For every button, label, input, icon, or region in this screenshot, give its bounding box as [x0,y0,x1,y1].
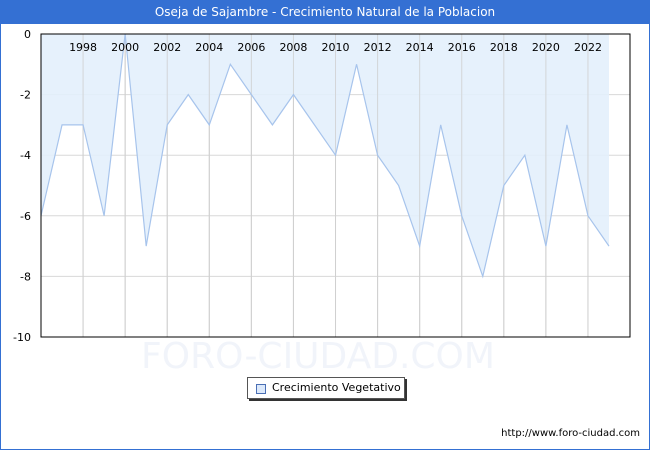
y-tick-label: -6 [20,210,31,223]
y-tick-label: 0 [24,28,31,41]
x-tick-label: 2018 [490,41,518,54]
x-tick-label: 2016 [448,41,476,54]
legend: Crecimiento Vegetativo [247,377,405,399]
y-tick-label: -2 [20,89,31,102]
y-tick-label: -8 [20,270,31,283]
x-tick-label: 2008 [279,41,307,54]
watermark: FORO-CIUDAD.COM [141,336,495,377]
x-tick-label: 2012 [364,41,392,54]
area-fill [41,34,609,277]
y-tick-label: -4 [20,149,31,162]
plot-border [40,33,631,338]
x-tick-label: 2020 [532,41,560,54]
chart-title: Oseja de Sajambre - Crecimiento Natural … [0,0,650,24]
x-tick-label: 2022 [574,41,602,54]
source-url: http://www.foro-ciudad.com [501,428,640,439]
x-tick-label: 2002 [153,41,181,54]
x-tick-label: 2004 [195,41,223,54]
data-line [40,33,610,279]
x-tick-label: 2014 [406,41,434,54]
x-tick-label: 2000 [111,41,139,54]
y-tick-label: -10 [13,331,31,344]
x-tick-label: 2010 [322,41,350,54]
legend-label: Crecimiento Vegetativo [272,381,401,394]
legend-swatch-icon [256,384,266,394]
x-tick-label: 2006 [237,41,265,54]
x-tick-label: 1998 [69,41,97,54]
